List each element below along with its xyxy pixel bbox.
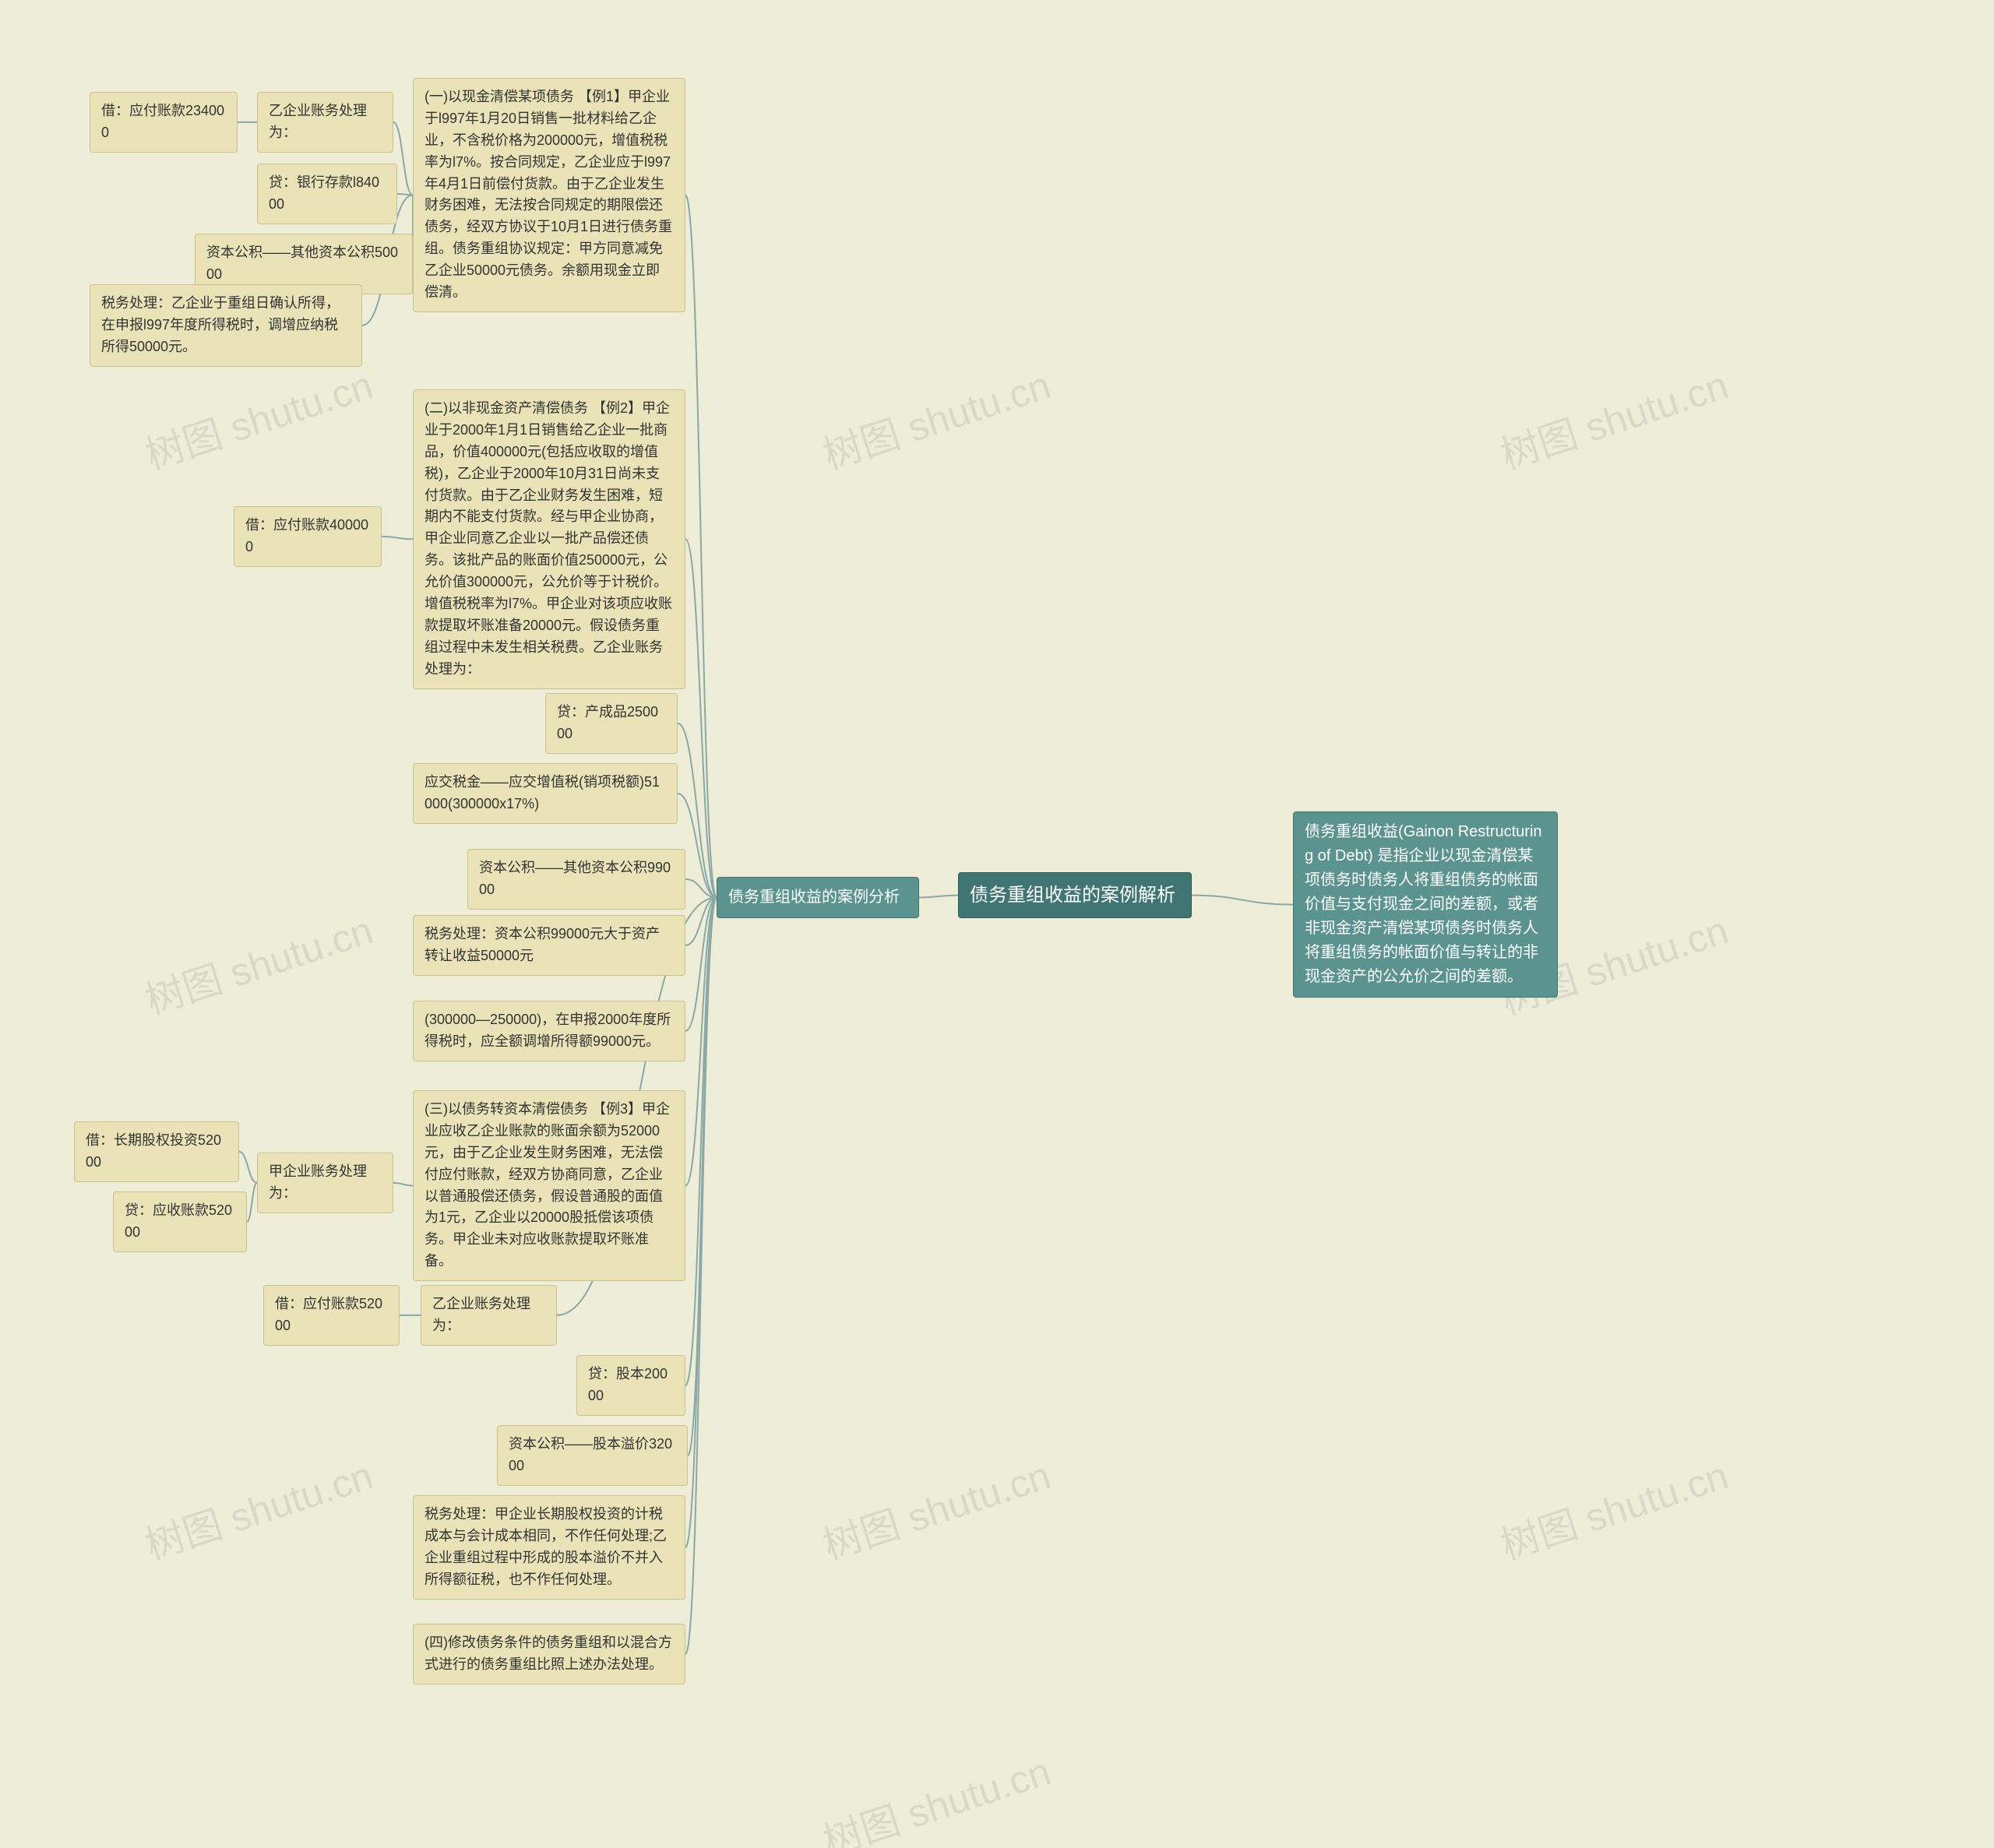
node-L2a[interactable]: 借：应付账款400000 [234,506,382,567]
watermark: 树图 shutu.cn [815,1445,1056,1571]
node-text: 资本公积——其他资本公积99000 [479,860,671,897]
node-text: 税务处理：资本公积99000元大于资产转让收益50000元 [425,926,660,963]
node-branch[interactable]: 债务重组收益的案例分析 [717,877,919,918]
node-text: 借：应付账款234000 [101,103,224,140]
watermark: 树图 shutu.cn [137,1445,379,1571]
node-L3a[interactable]: 甲企业账务处理为： [257,1153,393,1213]
node-L3a2[interactable]: 贷：应收账款52000 [113,1192,247,1252]
node-text: 资本公积——股本溢价32000 [509,1436,672,1473]
node-text: (300000—250000)，在申报2000年度所得税时，应全额调增所得额99… [425,1012,671,1049]
node-L1b[interactable]: 贷：银行存款l84000 [257,164,397,224]
connector [685,195,717,897]
connector [685,898,717,1031]
node-text: 应交税金——应交增值税(销项税额)51000(300000x17%) [425,774,660,811]
connector [382,537,413,539]
node-text: 借：应付账款400000 [245,517,368,554]
connector [1192,896,1293,905]
connector [685,898,717,1547]
node-def[interactable]: 债务重组收益(Gainon Restructuring of Debt) 是指企… [1293,811,1558,998]
node-text: (二)以非现金资产清偿债务 【例2】甲企业于2000年1月1日销售给乙企业一批商… [425,400,672,677]
connector [688,898,717,1456]
node-text: 贷：应收账款52000 [125,1202,232,1240]
node-text: 贷：银行存款l84000 [269,174,379,212]
node-L1d[interactable]: 税务处理：乙企业于重组日确认所得，在申报l997年度所得税时，调增应纳税所得50… [90,284,362,367]
node-text: (三)以债务转资本清偿债务 【例3】甲企业应收乙企业账款的账面余额为52000元… [425,1101,670,1269]
connector [685,539,717,897]
node-text: 资本公积——其他资本公积50000 [206,245,398,282]
watermark: 树图 shutu.cn [1492,1445,1734,1571]
node-L3e[interactable]: 税务处理：甲企业长期股权投资的计税成本与会计成本相同，不作任何处理;乙企业重组过… [413,1495,685,1600]
node-L2d[interactable]: 资本公积——其他资本公积99000 [467,849,685,910]
connector [685,898,717,1186]
node-L3b1[interactable]: 借：应付账款52000 [263,1285,400,1346]
node-L3b[interactable]: 乙企业账务处理为： [421,1285,557,1346]
node-L2[interactable]: (二)以非现金资产清偿债务 【例2】甲企业于2000年1月1日销售给乙企业一批商… [413,389,685,689]
node-text: (一)以现金清偿某项债务 【例1】甲企业于l997年1月20日销售一批材料给乙企… [425,89,672,300]
node-text: 税务处理：乙企业于重组日确认所得，在申报l997年度所得税时，调增应纳税所得50… [101,295,340,354]
node-text: 乙企业账务处理为： [269,103,367,140]
node-text: 借：应付账款52000 [275,1296,382,1333]
node-L3a1[interactable]: 借：长期股权投资52000 [74,1121,239,1182]
connector [393,1183,413,1186]
node-text: 乙企业账务处理为： [432,1296,530,1333]
node-text: (四)修改债务条件的债务重组和以混合方式进行的债务重组比照上述办法处理。 [425,1635,672,1672]
connector [919,896,958,898]
connector [397,194,413,195]
watermark: 树图 shutu.cn [815,1741,1056,1848]
node-L4[interactable]: (四)修改债务条件的债务重组和以混合方式进行的债务重组比照上述办法处理。 [413,1624,685,1684]
node-text: 贷：股本20000 [588,1366,668,1403]
node-L2b[interactable]: 贷：产成品250000 [545,693,678,754]
node-L3[interactable]: (三)以债务转资本清偿债务 【例3】甲企业应收乙企业账款的账面余额为52000元… [413,1090,685,1281]
connector [247,1183,257,1222]
connector [685,898,717,1385]
node-text: 借：长期股权投资52000 [86,1132,221,1170]
watermark: 树图 shutu.cn [1492,354,1734,480]
node-L1a1[interactable]: 借：应付账款234000 [90,92,238,153]
node-text: 债务重组收益的案例解析 [970,885,1175,906]
node-L2f[interactable]: (300000—250000)，在申报2000年度所得税时，应全额调增所得额99… [413,1001,685,1061]
watermark: 树图 shutu.cn [137,354,379,480]
connector [685,898,717,1654]
mindmap-canvas: 树图 shutu.cn 树图 shutu.cn 树图 shutu.cn 树图 shut… [0,0,1994,1848]
connector [685,879,717,898]
node-text: 债务重组收益(Gainon Restructuring of Debt) 是指企… [1305,823,1542,985]
node-text: 贷：产成品250000 [557,704,658,741]
node-L2c[interactable]: 应交税金——应交增值税(销项税额)51000(300000x17%) [413,763,678,824]
node-L3c[interactable]: 贷：股本20000 [576,1355,685,1416]
node-L3d[interactable]: 资本公积——股本溢价32000 [497,1425,688,1486]
node-text: 甲企业账务处理为： [269,1163,367,1201]
connector [685,898,717,945]
node-text: 税务处理：甲企业长期股权投资的计税成本与会计成本相同，不作任何处理;乙企业重组过… [425,1506,667,1587]
node-text: 债务重组收益的案例分析 [728,889,900,906]
node-L1[interactable]: (一)以现金清偿某项债务 【例1】甲企业于l997年1月20日销售一批材料给乙企… [413,78,685,312]
watermark: 树图 shutu.cn [815,354,1056,480]
connector [239,1152,257,1183]
node-L1a[interactable]: 乙企业账务处理为： [257,92,393,153]
node-L2e[interactable]: 税务处理：资本公积99000元大于资产转让收益50000元 [413,915,685,976]
node-root[interactable]: 债务重组收益的案例解析 [958,872,1192,918]
watermark: 树图 shutu.cn [137,899,379,1026]
